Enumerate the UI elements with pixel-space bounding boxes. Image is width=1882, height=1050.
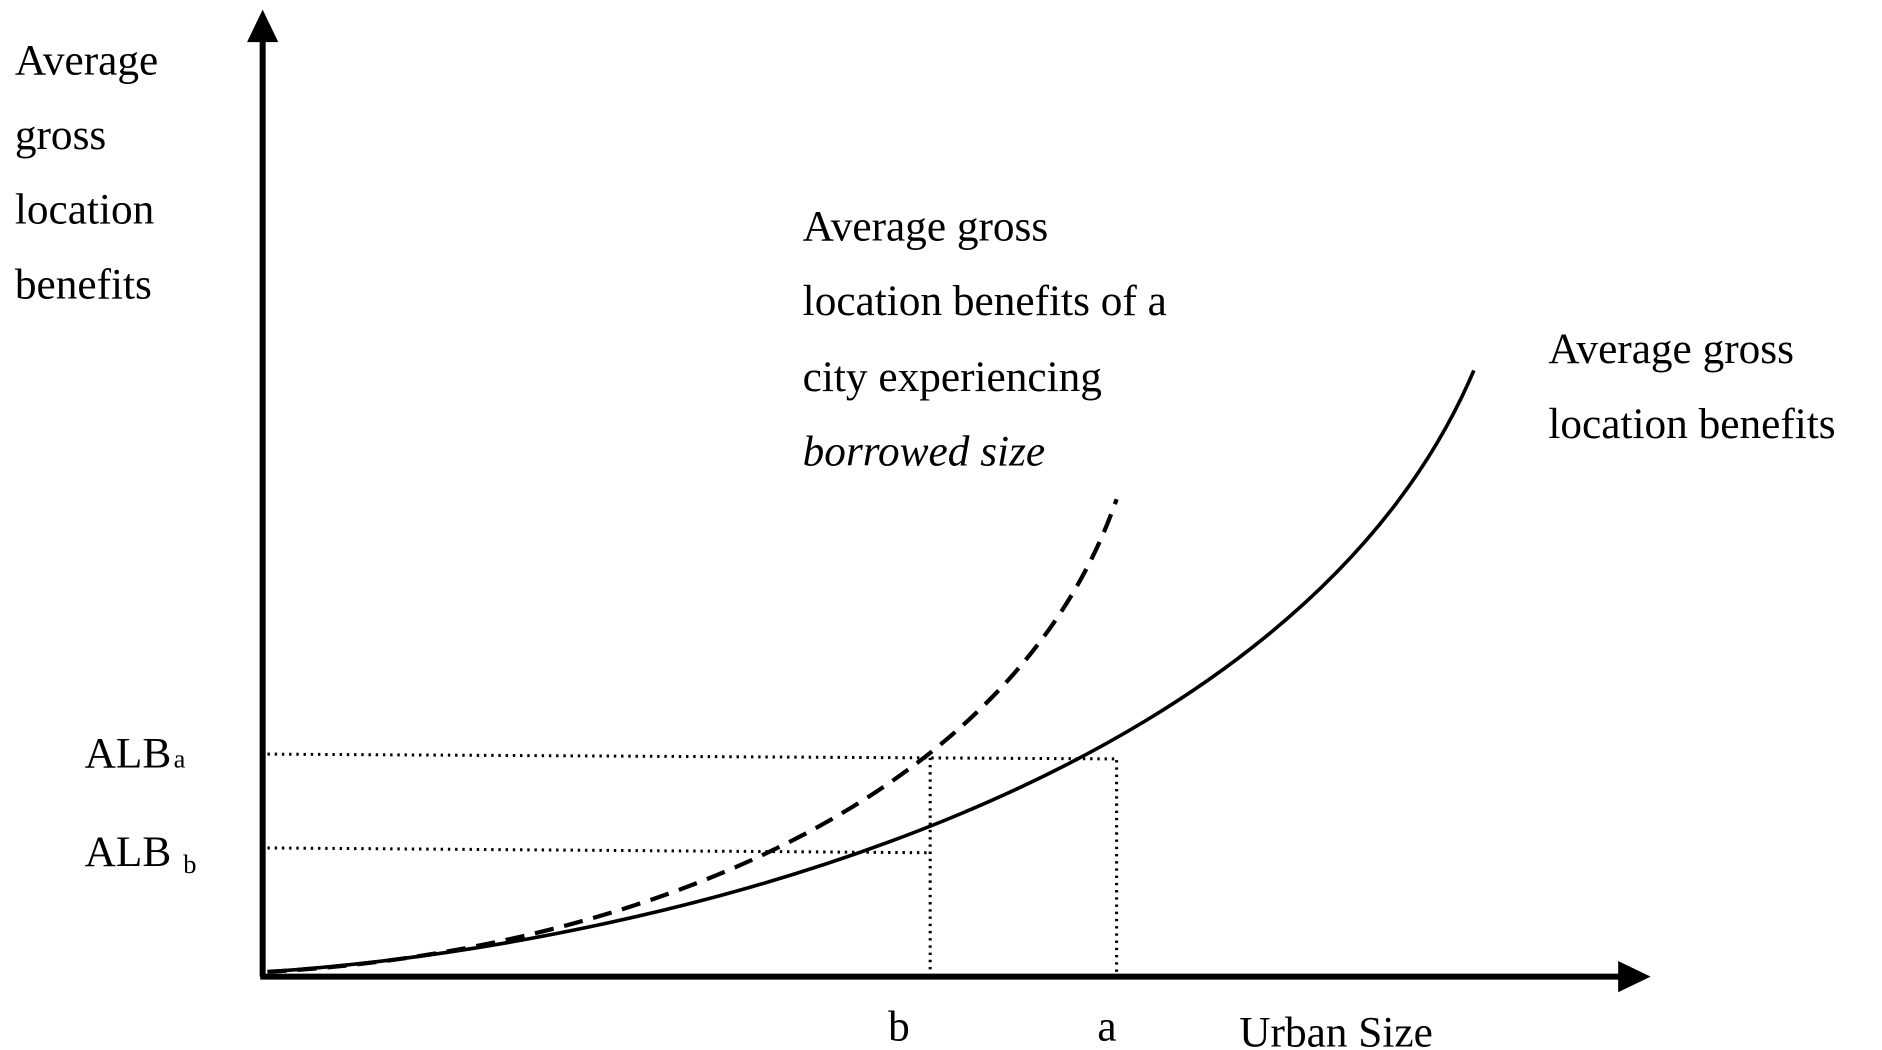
y-axis-label: Average gross location benefits	[15, 37, 158, 309]
y-marker: ALB b	[85, 828, 197, 879]
x-axis-label: Urban Size	[1239, 1008, 1433, 1050]
label-line: Average gross	[803, 203, 1049, 251]
guide-line	[267, 752, 1117, 761]
y-axis-arrow	[247, 9, 279, 43]
label-line: Average	[15, 37, 158, 85]
label-line: location	[15, 186, 154, 234]
marker-sub: a	[174, 743, 186, 773]
x-marker: b	[888, 1002, 910, 1050]
borrowed-curve-label: Average gross location benefits of a cit…	[803, 203, 1167, 476]
x-marker: a	[1097, 1002, 1116, 1050]
label-line: gross	[15, 111, 106, 159]
label-line: location benefits	[1548, 400, 1835, 448]
label-line: Average gross	[1548, 325, 1794, 373]
guide-line	[267, 846, 931, 855]
guide-lines	[267, 752, 1119, 975]
x-axis-arrow	[1618, 960, 1651, 993]
label-line: benefits	[15, 260, 152, 308]
marker-main: ALB	[85, 729, 172, 777]
label-line: city experiencing	[803, 353, 1102, 401]
marker-sub: b	[183, 849, 196, 879]
label-line: location benefits of a	[803, 277, 1167, 325]
borrowed-curve	[267, 498, 1119, 974]
base-curve-label: Average gross location benefits	[1548, 325, 1835, 448]
marker-main: ALB	[85, 828, 172, 876]
label-line: borrowed size	[803, 427, 1045, 475]
y-marker: ALB a	[85, 729, 186, 777]
